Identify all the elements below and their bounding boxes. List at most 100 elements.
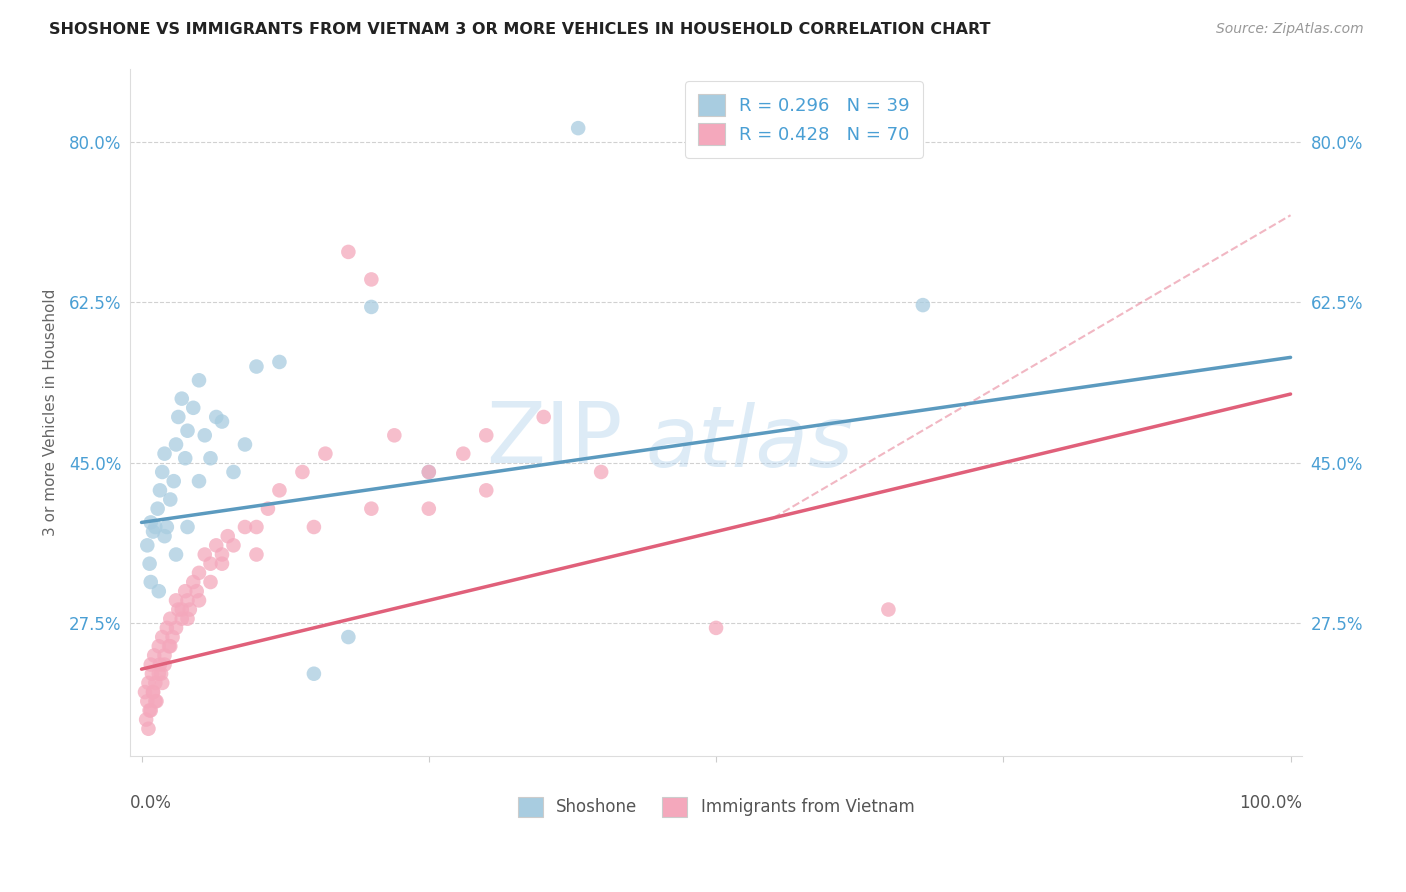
Text: 100.0%: 100.0% <box>1239 794 1302 812</box>
Point <box>200 575 222 590</box>
Point <box>143 520 166 534</box>
Point <box>877 602 900 616</box>
Point <box>174 584 197 599</box>
Point <box>136 538 159 552</box>
Y-axis label: 3 or more Vehicles in Household: 3 or more Vehicles in Household <box>44 289 58 536</box>
Point <box>153 529 176 543</box>
Point <box>148 639 170 653</box>
Point <box>200 557 222 571</box>
Point <box>153 648 176 663</box>
Point <box>176 612 198 626</box>
Point <box>269 355 291 369</box>
Point <box>139 516 162 530</box>
Point <box>360 300 382 314</box>
Point <box>337 244 360 259</box>
Point <box>138 722 160 736</box>
Point <box>165 437 187 451</box>
Point <box>200 451 222 466</box>
Point <box>418 465 440 479</box>
Point <box>176 593 198 607</box>
Point <box>181 575 204 590</box>
Point <box>170 602 193 616</box>
Point <box>211 548 233 562</box>
Point <box>134 685 156 699</box>
Point <box>418 501 440 516</box>
Point <box>149 657 172 672</box>
Point <box>138 557 160 571</box>
Point <box>291 465 314 479</box>
Point <box>150 630 173 644</box>
Point <box>139 703 162 717</box>
Point <box>157 639 180 653</box>
Point <box>153 447 176 461</box>
Point <box>337 630 360 644</box>
Point <box>159 612 181 626</box>
Point <box>139 657 162 672</box>
Point <box>176 520 198 534</box>
Point <box>194 428 217 442</box>
Point <box>302 520 325 534</box>
Point <box>176 424 198 438</box>
Point <box>233 437 256 451</box>
Point <box>314 447 336 461</box>
Point <box>156 520 179 534</box>
Point <box>245 548 267 562</box>
Point <box>148 666 170 681</box>
Point <box>233 520 256 534</box>
Point <box>179 602 201 616</box>
Point <box>174 451 197 466</box>
Point <box>150 676 173 690</box>
Point <box>143 676 166 690</box>
Point <box>911 298 934 312</box>
Point <box>153 657 176 672</box>
Point <box>418 465 440 479</box>
Point <box>167 409 190 424</box>
Point <box>205 538 228 552</box>
Point <box>146 501 169 516</box>
Point <box>245 359 267 374</box>
Point <box>211 415 233 429</box>
Point <box>181 401 204 415</box>
Point <box>704 621 727 635</box>
Point <box>188 593 211 607</box>
Point <box>591 465 613 479</box>
Point <box>170 392 193 406</box>
Point <box>142 685 165 699</box>
Point <box>533 409 555 424</box>
Point <box>159 639 181 653</box>
Point <box>186 584 208 599</box>
Point <box>567 121 589 136</box>
Point <box>475 483 498 498</box>
Point <box>143 694 166 708</box>
Point <box>136 694 159 708</box>
Text: Source: ZipAtlas.com: Source: ZipAtlas.com <box>1216 22 1364 37</box>
Text: 0.0%: 0.0% <box>131 794 172 812</box>
Point <box>188 566 211 580</box>
Point <box>165 548 187 562</box>
Point <box>222 465 245 479</box>
Point <box>142 685 165 699</box>
Text: atlas: atlas <box>645 401 853 485</box>
Point <box>145 694 167 708</box>
Point <box>217 529 239 543</box>
Point <box>170 612 193 626</box>
Point <box>211 557 233 571</box>
Point <box>245 520 267 534</box>
Point <box>141 666 163 681</box>
Point <box>150 666 173 681</box>
Point <box>269 483 291 498</box>
Point <box>142 524 165 539</box>
Point <box>382 428 405 442</box>
Point <box>159 492 181 507</box>
Point <box>135 713 157 727</box>
Point <box>188 474 211 488</box>
Point <box>194 548 217 562</box>
Point <box>302 666 325 681</box>
Point <box>149 483 172 498</box>
Point <box>150 465 173 479</box>
Point <box>475 428 498 442</box>
Point <box>205 409 228 424</box>
Point <box>143 648 166 663</box>
Text: ZIP: ZIP <box>486 399 623 482</box>
Point <box>360 501 382 516</box>
